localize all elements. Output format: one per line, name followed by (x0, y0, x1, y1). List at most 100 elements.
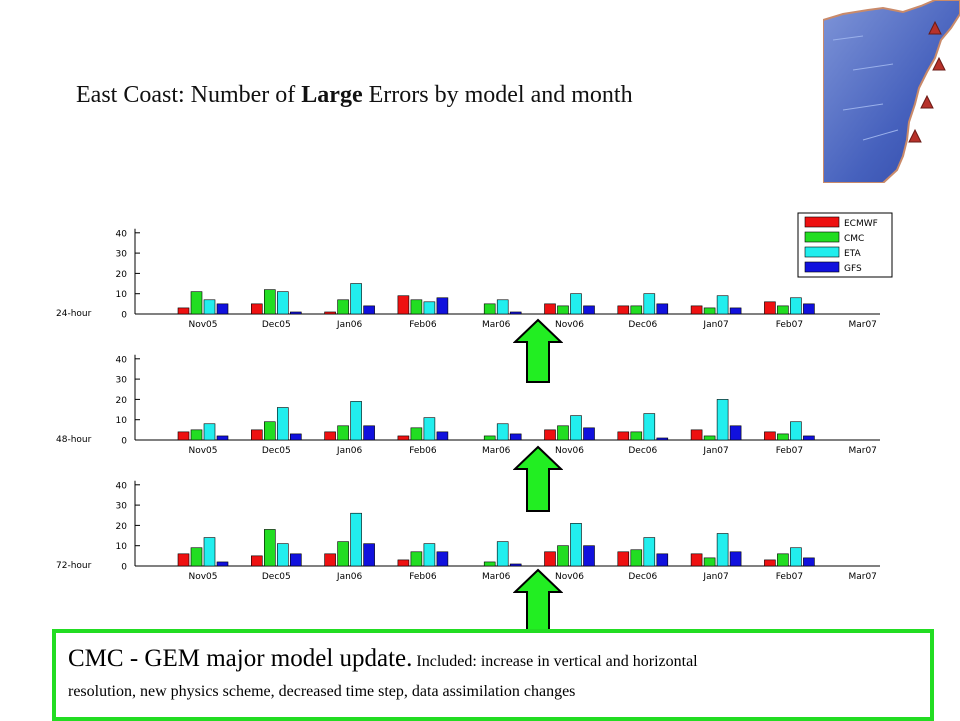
bar-gfs (216, 435, 229, 441)
bar-cmc (483, 435, 496, 441)
x-tick-label: Feb07 (776, 572, 803, 582)
x-tick-label: Mar07 (848, 572, 876, 582)
legend-label: ECMWF (844, 219, 878, 229)
y-tick-label: 10 (116, 416, 128, 426)
bar-ecmwf (690, 553, 703, 567)
note-detail-1: Included: increase in vertical and horiz… (416, 653, 698, 670)
x-tick-label: Feb06 (409, 446, 437, 456)
bar-cmc (630, 305, 643, 315)
bar-cmc (410, 551, 423, 567)
y-tick-label: 10 (116, 542, 128, 552)
bar-eta (276, 291, 289, 315)
x-tick-label: Nov06 (555, 572, 584, 582)
bar-cmc (777, 305, 789, 315)
y-tick-label: 40 (116, 481, 128, 491)
legend-label: GFS (844, 264, 862, 274)
bar-eta (423, 417, 436, 441)
x-tick-label: Jan06 (336, 446, 363, 456)
bar-gfs (729, 307, 742, 315)
x-tick-label: Feb06 (409, 320, 437, 330)
bar-eta (350, 512, 362, 567)
note-headline: CMC - GEM major model update. (68, 645, 413, 672)
bar-eta (203, 423, 216, 441)
bar-gfs (289, 433, 302, 441)
us-east-coast-map-icon (823, 0, 960, 183)
bar-gfs (289, 311, 302, 315)
x-tick-label: Jan07 (702, 572, 728, 582)
x-tick-label: Nov06 (555, 320, 584, 330)
bar-gfs (509, 563, 522, 567)
page-title: East Coast: Number of Large Errors by mo… (76, 82, 633, 109)
bar-cmc (410, 299, 423, 315)
x-tick-label: Jan07 (702, 320, 728, 330)
x-tick-label: Jan06 (336, 572, 363, 582)
bar-eta (496, 299, 509, 315)
legend-swatch-eta (804, 246, 840, 258)
bar-eta (276, 407, 289, 441)
bar-gfs (729, 425, 742, 441)
bar-ecmwf (617, 431, 630, 441)
bar-cmc (630, 431, 643, 441)
panel-label: 24-hour (56, 309, 92, 319)
bar-eta (203, 537, 216, 567)
bar-ecmwf (544, 551, 556, 567)
arrow-up-icon (513, 445, 563, 512)
bar-ecmwf (177, 307, 190, 315)
x-tick-label: Dec05 (262, 572, 291, 582)
x-tick-label: Mar06 (482, 446, 511, 456)
bar-ecmwf (251, 303, 263, 315)
bar-gfs (436, 297, 449, 315)
legend-label: CMC (844, 234, 864, 244)
bar-cmc (630, 549, 643, 567)
bar-cmc (190, 429, 203, 441)
bar-cmc (703, 435, 716, 441)
x-tick-label: Mar06 (482, 320, 511, 330)
bar-cmc (337, 425, 349, 441)
bar-cmc (263, 289, 276, 315)
bar-eta (643, 537, 656, 567)
panel-label: 48-hour (56, 435, 92, 445)
x-tick-label: Jan06 (336, 320, 363, 330)
bar-gfs (509, 433, 522, 441)
bar-cmc (410, 427, 423, 441)
title-prefix: East Coast: Number of (76, 82, 302, 108)
bar-eta (350, 283, 362, 315)
bar-ecmwf (324, 553, 336, 567)
bar-cmc (703, 307, 716, 315)
x-tick-label: Mar07 (848, 320, 876, 330)
x-tick-label: Dec05 (262, 320, 291, 330)
bar-gfs (656, 437, 669, 441)
legend-swatch-gfs (804, 261, 840, 273)
bar-cmc (190, 547, 203, 567)
bar-eta (423, 301, 436, 315)
y-tick-label: 20 (116, 396, 128, 406)
bar-cmc (703, 557, 716, 567)
bar-gfs (803, 557, 815, 567)
x-tick-label: Nov05 (188, 572, 217, 582)
bar-ecmwf (397, 559, 410, 567)
bar-eta (570, 415, 582, 441)
y-tick-label: 0 (121, 563, 127, 573)
x-tick-label: Dec06 (628, 446, 657, 456)
y-tick-label: 30 (116, 376, 128, 386)
bar-gfs (436, 431, 449, 441)
bar-cmc (263, 421, 276, 441)
bar-ecmwf (397, 435, 410, 441)
bar-cmc (557, 305, 569, 315)
bar-ecmwf (617, 551, 630, 567)
bar-cmc (777, 553, 789, 567)
legend-swatch-cmc (804, 231, 840, 243)
bar-ecmwf (177, 553, 190, 567)
bar-gfs (803, 303, 815, 315)
bar-ecmwf (324, 431, 336, 441)
y-tick-label: 30 (116, 250, 128, 260)
bar-eta (790, 297, 802, 315)
bar-gfs (729, 551, 742, 567)
bar-eta (496, 423, 509, 441)
y-tick-label: 10 (116, 290, 128, 300)
x-tick-label: Dec05 (262, 446, 291, 456)
y-tick-label: 20 (116, 522, 128, 532)
bar-eta (203, 299, 216, 315)
bar-eta (790, 547, 802, 567)
arrow-up-icon (513, 568, 563, 632)
